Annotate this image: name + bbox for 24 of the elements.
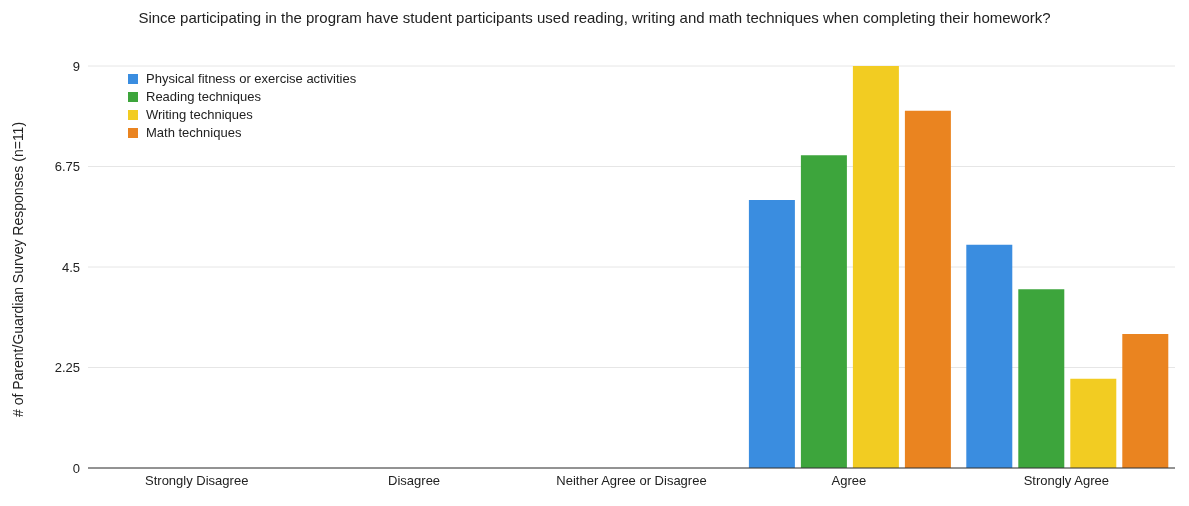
- bar: [966, 244, 1013, 468]
- y-tick-label: 6.75: [54, 159, 80, 175]
- y-tick-label: 4.5: [61, 259, 80, 275]
- x-tick-label: Strongly Agree: [1023, 473, 1109, 489]
- legend-label: Physical fitness or exercise activities: [146, 70, 357, 88]
- bar: [852, 66, 899, 468]
- legend-label: Math techniques: [146, 124, 242, 142]
- y-axis-title: # of Parent/Guardian Survey Responses (n=11): [9, 121, 26, 417]
- bar: [904, 110, 951, 468]
- x-tick-label: Disagree: [388, 473, 441, 489]
- legend-label: Writing techniques: [146, 106, 253, 124]
- x-tick-label: Agree: [831, 473, 867, 489]
- y-tick-label: 2.25: [54, 360, 80, 376]
- bar: [748, 200, 795, 468]
- bar: [800, 155, 847, 468]
- legend-label: Reading techniques: [146, 88, 261, 106]
- chart-title: Since participating in the program have student participants used reading, writing and math techniques when completing their homework?: [137, 8, 1052, 28]
- bar: [1070, 378, 1117, 468]
- x-tick-label: Neither Agree or Disagree: [556, 473, 707, 489]
- y-tick-label: 0: [72, 460, 80, 476]
- y-tick-label: 9: [72, 58, 80, 74]
- bar: [1122, 334, 1169, 468]
- bar: [1018, 289, 1065, 468]
- x-tick-label: Strongly Disagree: [145, 473, 249, 489]
